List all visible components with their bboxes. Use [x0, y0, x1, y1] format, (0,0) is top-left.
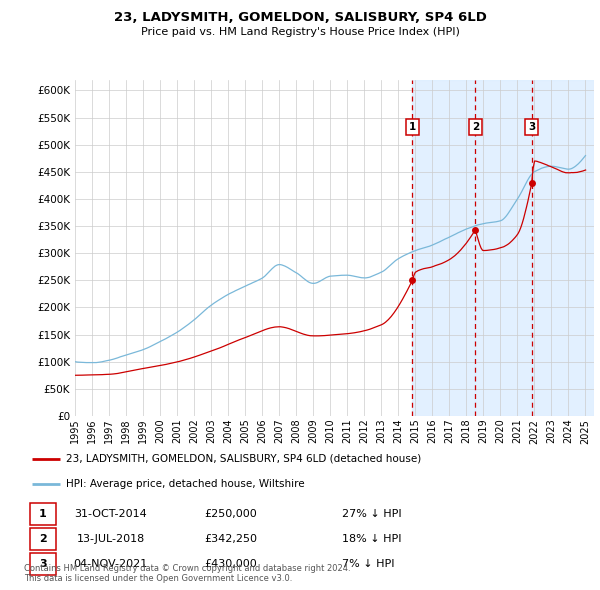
Text: £342,250: £342,250	[204, 535, 257, 544]
Text: Price paid vs. HM Land Registry's House Price Index (HPI): Price paid vs. HM Land Registry's House …	[140, 27, 460, 37]
Bar	[532, 80, 594, 416]
Text: 2: 2	[39, 535, 47, 544]
FancyBboxPatch shape	[29, 553, 56, 575]
Text: 23, LADYSMITH, GOMELDON, SALISBURY, SP4 6LD (detached house): 23, LADYSMITH, GOMELDON, SALISBURY, SP4 …	[66, 454, 421, 464]
Text: HPI: Average price, detached house, Wiltshire: HPI: Average price, detached house, Wilt…	[66, 478, 304, 489]
Text: £250,000: £250,000	[204, 509, 257, 519]
Text: 3: 3	[528, 122, 535, 132]
Bar	[412, 80, 475, 416]
FancyBboxPatch shape	[29, 503, 56, 525]
Text: 18% ↓ HPI: 18% ↓ HPI	[342, 535, 401, 544]
Text: 31-OCT-2014: 31-OCT-2014	[74, 509, 147, 519]
FancyBboxPatch shape	[29, 529, 56, 550]
Text: 1: 1	[39, 509, 47, 519]
Text: 13-JUL-2018: 13-JUL-2018	[76, 535, 145, 544]
Bar	[475, 80, 532, 416]
Text: 1: 1	[409, 122, 416, 132]
Text: 3: 3	[39, 559, 47, 569]
Text: 7% ↓ HPI: 7% ↓ HPI	[342, 559, 395, 569]
Text: Contains HM Land Registry data © Crown copyright and database right 2024.
This d: Contains HM Land Registry data © Crown c…	[24, 563, 350, 583]
Text: 23, LADYSMITH, GOMELDON, SALISBURY, SP4 6LD: 23, LADYSMITH, GOMELDON, SALISBURY, SP4 …	[113, 11, 487, 24]
Text: 2: 2	[472, 122, 479, 132]
Text: £430,000: £430,000	[204, 559, 257, 569]
Text: 27% ↓ HPI: 27% ↓ HPI	[342, 509, 401, 519]
Text: 04-NOV-2021: 04-NOV-2021	[73, 559, 148, 569]
